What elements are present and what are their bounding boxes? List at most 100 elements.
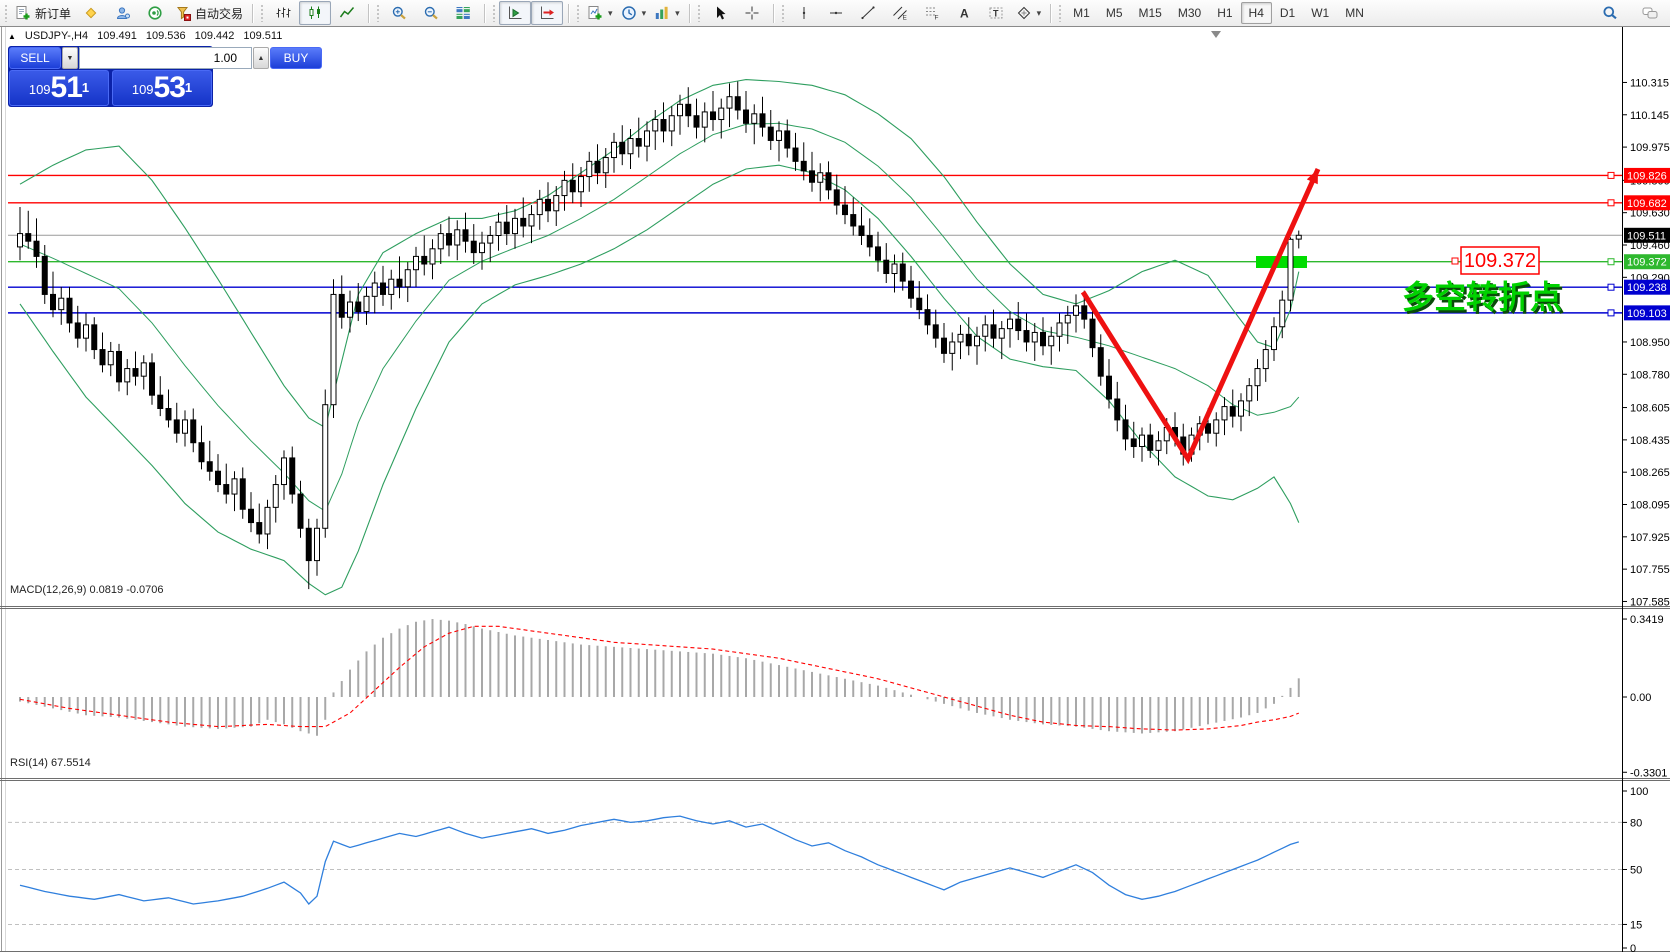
candlestick-chart-button[interactable] [299,1,332,25]
cursor-button[interactable] [704,1,736,25]
auto-scroll-button[interactable] [531,1,564,25]
text-label-button[interactable]: T [980,1,1012,25]
hline-handle[interactable] [1607,309,1615,317]
trendline-button[interactable] [852,1,884,25]
crosshair-button[interactable] [736,1,768,25]
chat-button[interactable] [1634,1,1666,25]
hline-handle[interactable] [1607,199,1615,207]
price-callout-box[interactable] [1460,246,1540,275]
chart-shift-button[interactable] [499,1,532,25]
candle [239,478,246,510]
news-sound-button[interactable] [139,1,171,25]
horizontal-line-button[interactable] [820,1,852,25]
fibonacci-button[interactable]: F [916,1,948,25]
new-chart-button[interactable]: ▾ [583,1,617,25]
candle [355,301,362,313]
candle [404,269,411,288]
dropdown-caret-icon[interactable]: ▾ [641,7,647,18]
toolbar-grip[interactable] [492,4,498,22]
line-chart-button[interactable] [331,1,363,25]
svg-text:E: E [902,15,907,22]
toolbar-grip[interactable] [376,4,382,22]
toolbar-grip[interactable] [696,4,702,22]
buy-price-button[interactable]: 109 53 1 [112,70,212,106]
timeframe-d1-button[interactable]: D1 [1279,6,1296,20]
candle [602,157,609,174]
toolbar-grip[interactable] [4,4,9,22]
timeframe-m30-button[interactable]: M30 [1177,6,1202,20]
dropdown-caret-icon[interactable]: ▾ [1036,7,1042,18]
trend-arrow[interactable] [1080,167,1321,465]
candle [99,349,106,366]
volume-input[interactable] [79,47,252,69]
rsi-panel: 100 80 50 15 0 [8,786,1648,952]
dropdown-caret-icon[interactable]: ▾ [608,7,613,18]
vertical-line-button[interactable] [788,1,820,25]
candle [454,229,461,246]
candle [264,506,271,535]
hline-handle[interactable] [1607,258,1615,266]
timeframe-m1-button[interactable]: M1 [1073,6,1090,20]
indicators-icon [655,6,668,19]
bar-chart-button[interactable] [267,1,299,25]
search-button[interactable] [1594,1,1626,25]
sell-button[interactable]: SELL [9,47,61,69]
svg-text:F: F [934,15,938,22]
svg-text:T: T [993,9,999,19]
toolbar-grip[interactable] [1058,4,1064,22]
chart-canvas[interactable]: 110.315110.145109.975109.800109.630109.4… [0,27,1670,952]
timeframe-mn-button[interactable]: MN [1345,6,1364,20]
zoom-out-button[interactable] [415,1,447,25]
chart-shift-marker[interactable] [1211,31,1221,38]
timeframe-h1-button[interactable]: H1 [1217,6,1233,20]
candle [1139,434,1145,448]
market-watch-button[interactable] [75,1,107,25]
new-order-button[interactable]: 新订单 [11,1,75,25]
hline-handle[interactable] [1607,171,1615,179]
candle [908,280,914,299]
timeframe-w1-button[interactable]: W1 [1311,6,1330,20]
candle [949,341,956,354]
candle [479,242,485,254]
tile-windows-button[interactable] [447,1,479,25]
volume-decrease-button[interactable]: ▼ [62,47,78,69]
text-button[interactable]: A [948,1,980,25]
candle [429,248,436,265]
candle [866,234,873,248]
candle [289,457,296,495]
panel-collapse-icon[interactable]: ▲ [8,31,16,41]
autotrading-button[interactable]: 自动交易 [171,1,247,25]
toolbar-grip[interactable] [780,4,786,22]
bar-chart-icon [276,7,291,18]
contacts-button[interactable] [107,1,139,25]
volume-increase-button[interactable]: ▲ [253,47,269,69]
sell-price-button[interactable]: 109 51 1 [9,70,109,106]
equidistant-channel-button[interactable]: E [884,1,916,25]
price-tick-label: 110.315 [1630,77,1669,89]
period-button[interactable]: ▾ [617,1,651,25]
zoom-in-button[interactable] [383,1,415,25]
dropdown-caret-icon[interactable]: ▾ [675,7,680,18]
candle [41,255,48,295]
toolbar-grip[interactable] [576,4,582,22]
candle [396,278,403,288]
candle [941,337,947,354]
timeframe-m5-button[interactable]: M5 [1105,6,1123,20]
turning-point-box[interactable] [1256,256,1307,268]
indicators-button[interactable]: ▾ [650,1,684,25]
candle [1106,375,1112,400]
annotation-text[interactable]: 多空转折点 [1402,279,1562,315]
callout-anchor[interactable] [1451,257,1459,265]
candle [305,527,312,562]
timeframe-m15-button[interactable]: M15 [1138,6,1162,20]
toolbar-grip[interactable] [260,4,266,22]
candle [858,225,865,236]
price-tick-label: 108.605 [1630,403,1670,415]
shapes-button[interactable]: ▾ [1012,1,1046,25]
hline-handle[interactable] [1607,283,1615,291]
candle [751,113,758,124]
macd-indicator-label: MACD(12,26,9) 0.0819 -0.0706 [10,584,164,596]
candle [825,172,832,191]
timeframe-h4-button[interactable]: H4 [1240,2,1272,24]
buy-button[interactable]: BUY [270,47,322,69]
